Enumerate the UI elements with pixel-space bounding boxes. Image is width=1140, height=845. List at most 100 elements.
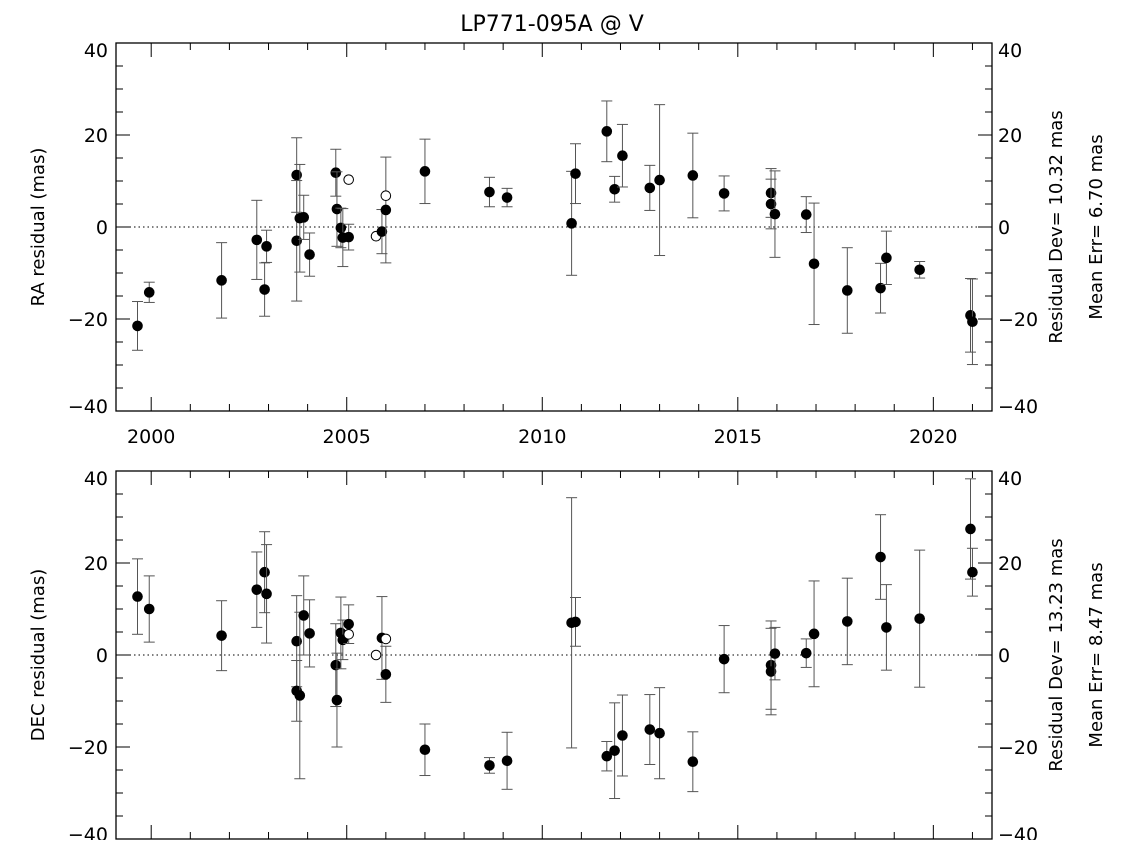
data-point <box>617 730 628 741</box>
ra-panel: 2000 2005 2010 2015 2020−40 −40−20 −200 020 2040… <box>28 40 1107 448</box>
mean-err-note: Mean Err= 6.70 mas <box>1086 134 1107 319</box>
data-point <box>914 264 925 276</box>
data-point <box>251 234 263 246</box>
data-point <box>419 744 431 756</box>
data-point <box>875 282 886 294</box>
data-point-open <box>380 633 392 645</box>
data-point-open <box>343 629 354 640</box>
mean-err-note: Mean Err= 8.47 mas <box>1086 562 1107 747</box>
y-tick-label-left: 40 <box>84 40 108 62</box>
data-point-open <box>370 649 382 661</box>
data-point <box>291 169 302 181</box>
data-point <box>132 320 143 332</box>
y-axis-title: DEC residual (mas) <box>28 569 49 742</box>
data-point <box>842 285 853 296</box>
data-point <box>484 186 495 198</box>
data-point <box>842 616 853 627</box>
y-tick-label-left: 40 <box>84 468 108 490</box>
data-point <box>808 628 820 640</box>
x-tick-label: 2005 <box>323 426 371 448</box>
data-point <box>259 284 270 295</box>
data-point <box>335 222 347 234</box>
dec-panel: −40 −40 −20 −20 0 0 20 20 40 40 DEC residual (mas)… <box>28 468 1107 845</box>
data-point <box>601 126 613 137</box>
y-tick-label-right: 0 <box>998 645 1010 667</box>
data-point <box>644 182 656 194</box>
data-point <box>501 192 513 203</box>
data-point <box>251 584 263 595</box>
data-point <box>291 235 302 247</box>
data-point <box>343 618 354 630</box>
data-point <box>687 756 699 768</box>
y-tick-label-right: −20 <box>998 737 1038 759</box>
data-point <box>294 690 306 701</box>
data-point <box>765 666 777 677</box>
data-point <box>965 523 976 535</box>
y-tick-label-right: 20 <box>998 125 1022 147</box>
data-point <box>967 566 978 578</box>
y-tick-label-left: 0 <box>96 645 108 667</box>
data-point <box>216 275 227 286</box>
y-tick-label-right: −40 <box>998 824 1038 840</box>
data-point <box>143 603 155 615</box>
data-point <box>566 218 577 229</box>
data-point-open <box>380 190 392 202</box>
data-point <box>570 616 581 628</box>
data-point-open <box>343 174 354 185</box>
data-point <box>298 610 310 621</box>
data-point <box>769 208 781 220</box>
data-point <box>261 241 272 252</box>
y-tick-label-right: 0 <box>998 217 1010 239</box>
data-point <box>291 635 302 647</box>
data-point <box>769 648 781 659</box>
y-tick-label-left: 20 <box>84 553 108 575</box>
data-point <box>304 628 315 639</box>
data-point <box>132 591 143 602</box>
data-point <box>216 630 227 641</box>
data-point <box>914 613 925 624</box>
y-tick-label-left: −40 <box>68 396 108 418</box>
data-point <box>875 551 886 563</box>
data-point <box>376 226 388 237</box>
data-point <box>343 231 354 243</box>
data-point <box>881 252 892 264</box>
y-tick-label-left: 0 <box>96 217 108 239</box>
x-tick-label: 2020 <box>909 426 957 448</box>
data-point <box>601 750 613 762</box>
data-point <box>484 760 495 771</box>
data-point <box>808 258 820 270</box>
data-point <box>654 174 665 186</box>
data-point <box>967 316 978 328</box>
chart-title: LP771-095A @ V <box>460 12 644 37</box>
y-tick-label-right: 20 <box>998 553 1022 575</box>
x-tick-label: 2015 <box>714 426 762 448</box>
data-point <box>304 249 315 260</box>
data-point <box>380 204 392 216</box>
data-point <box>298 212 310 223</box>
data-point <box>330 659 342 671</box>
residual-dev-note: Residual Dev= 13.23 mas <box>1046 538 1067 771</box>
y-tick-label-left: −40 <box>68 824 108 840</box>
y-tick-label-left: −20 <box>68 309 108 331</box>
data-point <box>331 203 343 215</box>
data-point <box>800 209 812 220</box>
y-tick-label-right: −20 <box>998 309 1038 331</box>
y-tick-label-right: 40 <box>998 40 1022 62</box>
y-tick-label-left: 20 <box>84 125 108 147</box>
data-point <box>609 745 620 756</box>
data-point <box>501 755 513 767</box>
data-point <box>143 287 155 298</box>
x-tick-label: 2000 <box>127 426 175 448</box>
data-point <box>644 724 656 735</box>
data-point <box>330 167 342 179</box>
data-point <box>718 653 730 665</box>
y-axis-title: RA residual (mas) <box>28 148 49 307</box>
data-point <box>617 150 628 161</box>
residual-dev-note: Residual Dev= 10.32 mas <box>1046 110 1067 343</box>
data-point <box>800 647 812 659</box>
data-point <box>419 166 431 177</box>
data-point <box>261 588 272 600</box>
data-point <box>331 694 343 706</box>
